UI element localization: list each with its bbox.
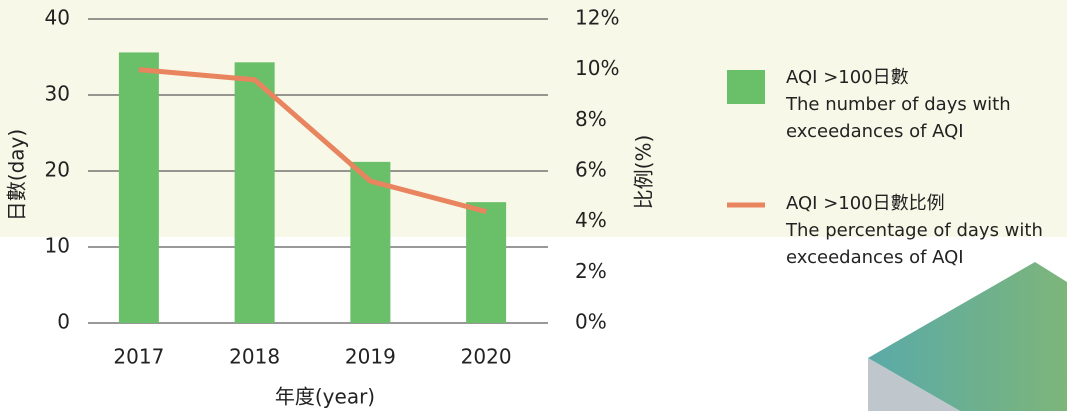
bar xyxy=(119,52,159,323)
y2-tick-label: 0% xyxy=(575,310,607,334)
y2-tick-label: 6% xyxy=(575,158,607,182)
legend-swatch xyxy=(727,70,765,104)
legend-description: The percentage of days with xyxy=(785,220,1043,241)
chart: 日數(day) 比例(%) 年度(year) 0 10 20 30 40 0% 2% 4% 6%… xyxy=(0,0,1067,411)
y2-axis-label: 比例(%) xyxy=(632,135,656,210)
y-tick-label: 40 xyxy=(45,6,70,30)
y-axis-label: 日數(day) xyxy=(5,129,29,221)
y2-tick-label: 12% xyxy=(575,6,619,30)
bar xyxy=(466,202,506,323)
y-tick-label: 10 xyxy=(45,234,70,258)
y-tick-label: 20 xyxy=(45,158,70,182)
x-tick-label: 2018 xyxy=(229,345,280,369)
x-axis-label: 年度(year) xyxy=(275,385,375,409)
x-tick-label: 2019 xyxy=(345,345,396,369)
y2-tick-label: 8% xyxy=(575,107,607,131)
legend-description: exceedances of AQI xyxy=(786,121,964,142)
y2-tick-label: 2% xyxy=(575,259,607,283)
legend-description: exceedances of AQI xyxy=(786,247,964,268)
bar xyxy=(235,62,275,323)
legend-description: The number of days with xyxy=(785,94,1011,115)
y-tick-label: 30 xyxy=(45,82,70,106)
y2-tick-label: 10% xyxy=(575,56,619,80)
x-tick-label: 2020 xyxy=(461,345,512,369)
y2-tick-label: 4% xyxy=(575,208,607,232)
legend-label: AQI >100日數 xyxy=(786,67,909,88)
legend-label: AQI >100日數比例 xyxy=(786,193,945,214)
y-tick-label: 0 xyxy=(57,310,70,334)
x-tick-label: 2017 xyxy=(113,345,164,369)
